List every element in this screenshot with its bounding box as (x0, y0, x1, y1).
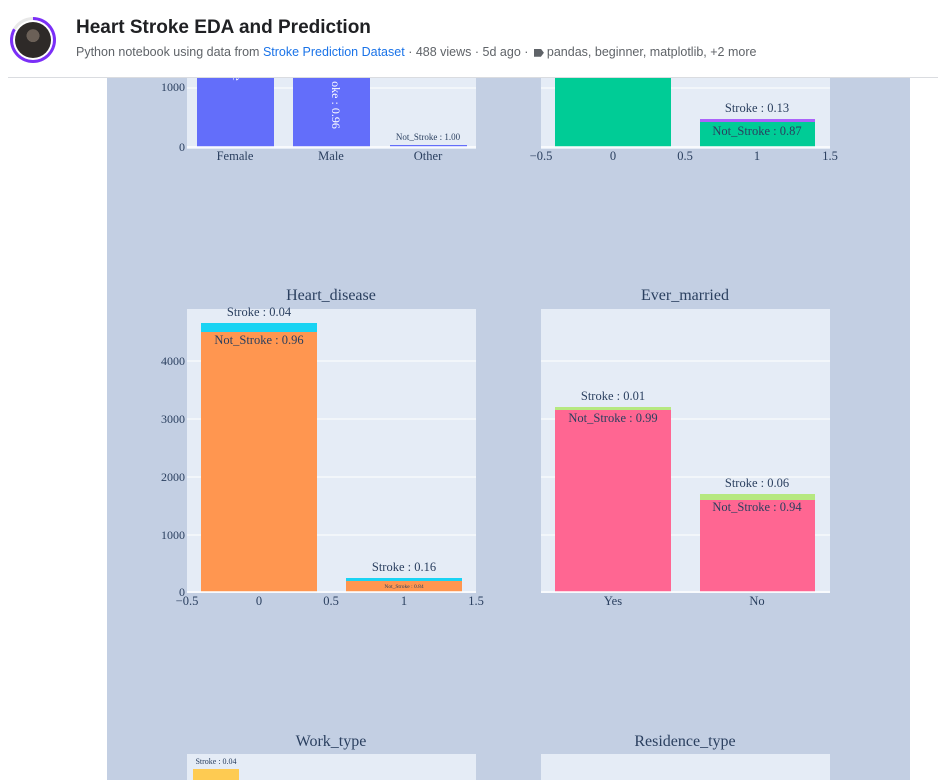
hypertension-xtick: −0.5 (530, 149, 553, 163)
ever-married-bar-no-not-stroke[interactable] (700, 500, 815, 592)
hypertension-bar-1-stroke[interactable] (700, 119, 815, 122)
heart-disease-ytick: 2000 (161, 470, 185, 484)
hypertension-xtick: 0 (610, 149, 616, 163)
gender-label-male: oke : 0.96 (329, 81, 343, 129)
work-type-bar-0[interactable] (193, 769, 239, 780)
avatar[interactable] (10, 17, 56, 63)
heart-disease-bar-1-not-stroke[interactable] (346, 581, 462, 592)
work-type-label-stroke-0: Stroke : 0.04 (195, 757, 236, 766)
tag-matplotlib[interactable]: matplotlib (649, 45, 704, 59)
tag-pandas[interactable]: pandas (546, 45, 588, 59)
tag-beginner[interactable]: beginner (594, 45, 643, 59)
notebook-meta: Python notebook using data from Stroke P… (76, 45, 757, 59)
ever-married-label-not-stroke-yes: Not_Stroke : 0.99 (568, 411, 657, 425)
heart-disease-bar-0-not-stroke[interactable] (201, 332, 317, 592)
residence-type-title: Residence_type (634, 733, 735, 750)
ever-married-title: Ever_married (641, 287, 729, 304)
meta-prefix: Python notebook using data from (76, 45, 260, 59)
heart-disease-xtick: −0.5 (176, 594, 199, 608)
heart-disease-label-stroke-0: Stroke : 0.04 (227, 305, 292, 319)
residence-type-plot-area (541, 754, 830, 780)
hypertension-bar-1-not-stroke[interactable] (700, 122, 815, 147)
heart-disease-ytick: 4000 (161, 354, 185, 368)
work-type-title: Work_type (296, 733, 367, 750)
ever-married-label-stroke-no: Stroke : 0.06 (725, 476, 789, 490)
avatar-image (15, 22, 51, 58)
heart-disease-xtick: 0 (256, 594, 262, 608)
ever-married-label-not-stroke-no: Not_Stroke : 0.94 (712, 500, 802, 514)
gender-ytick-0: 0 (179, 140, 185, 154)
gender-bar-other[interactable] (390, 145, 467, 147)
heart-disease-ytick: 1000 (161, 528, 185, 542)
heart-disease-ytick: 0 (179, 585, 185, 599)
published-age: 5d ago (482, 45, 521, 59)
heart-disease-label-not-stroke-1: Not_Stroke : 0.84 (384, 584, 424, 590)
tag-icon (533, 48, 544, 57)
hypertension-xtick: 1 (754, 149, 760, 163)
hypertension-xtick: 0.5 (677, 149, 693, 163)
ever-married-xtick-yes: Yes (604, 594, 622, 608)
header-divider (8, 77, 938, 78)
gender-ytick-1000: 1000 (161, 80, 185, 94)
gender-xtick-other: Other (414, 149, 443, 163)
ever-married-xtick-no: No (749, 594, 764, 608)
view-count: 488 views (415, 45, 472, 59)
gender-xtick-female: Female (217, 149, 254, 163)
hypertension-label-not-stroke-1: Not_Stroke : 0.87 (712, 124, 801, 138)
heart-disease-bar-1-stroke[interactable] (346, 578, 462, 581)
heart-disease-xtick: 0.5 (323, 594, 339, 608)
ever-married-bar-yes-stroke[interactable] (555, 407, 671, 410)
heart-disease-ytick: 3000 (161, 412, 185, 426)
hypertension-xtick: 1.5 (822, 149, 838, 163)
ever-married-label-stroke-yes: Stroke : 0.01 (581, 389, 645, 403)
ever-married-bar-yes-not-stroke[interactable] (555, 410, 671, 592)
gender-xtick-male: Male (318, 149, 344, 163)
heart-disease-xtick: 1.5 (468, 594, 484, 608)
hypertension-label-stroke-1: Stroke : 0.13 (725, 101, 789, 115)
notebook-title: Heart Stroke EDA and Prediction (76, 17, 371, 38)
heart-disease-bar-0-stroke[interactable] (201, 323, 317, 332)
notebook-header: Heart Stroke EDA and Prediction Python n… (0, 0, 938, 78)
gender-label-other: Not_Stroke : 1.00 (396, 132, 461, 142)
heart-disease-title: Heart_disease (286, 287, 376, 304)
dataset-link[interactable]: Stroke Prediction Dataset (262, 45, 405, 59)
heart-disease-xtick: 1 (401, 594, 407, 608)
ever-married-bar-no-stroke[interactable] (700, 494, 815, 500)
heart-disease-label-stroke-1: Stroke : 0.16 (372, 560, 436, 574)
heart-disease-label-not-stroke-0: Not_Stroke : 0.96 (214, 333, 303, 347)
more-tags-link[interactable]: +2 more (710, 45, 757, 59)
